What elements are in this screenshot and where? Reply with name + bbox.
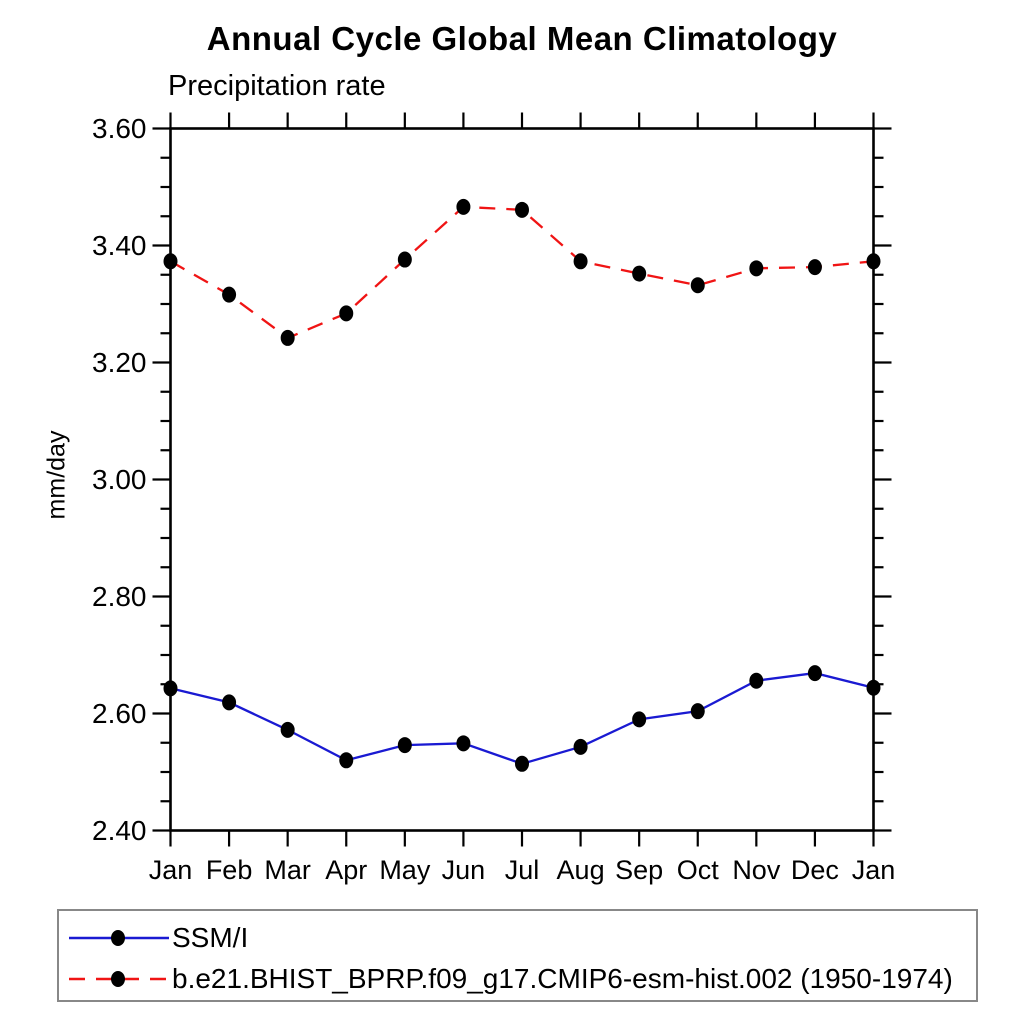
data-point-marker (515, 755, 529, 772)
series-line-0 (170, 671, 874, 766)
data-point-marker (456, 198, 471, 215)
x-tick-label: Apr (325, 855, 367, 885)
y-tick-label: 3.60 (92, 113, 147, 144)
data-point-marker (515, 201, 529, 218)
y-tick-label: 3.40 (92, 230, 147, 261)
series-line-1 (169, 205, 874, 340)
x-tick-label: Oct (677, 855, 720, 885)
data-point-marker (339, 752, 354, 769)
chart-title: Annual Cycle Global Mean Climatology (206, 20, 838, 57)
data-point-marker (866, 253, 881, 270)
y-tick-label: 2.60 (92, 698, 147, 729)
data-point-marker (163, 253, 178, 270)
x-tick-label: Aug (557, 855, 605, 885)
x-tick-label: Jul (505, 855, 540, 885)
y-tick-label: 3.20 (92, 347, 147, 378)
legend-line-sample-dashed (69, 971, 169, 987)
data-point-marker (573, 738, 588, 755)
x-tick-label: Nov (732, 855, 781, 885)
legend-line-sample-solid (69, 930, 169, 946)
legend-entry-ssmi: SSM/I (59, 922, 248, 954)
data-point-marker (749, 672, 764, 689)
x-tick-label: Jan (852, 855, 896, 885)
data-point-marker (573, 253, 588, 270)
data-point-marker (397, 737, 412, 754)
x-tick-label: May (379, 855, 431, 885)
x-tick-label: Mar (264, 855, 311, 885)
data-point-marker (280, 721, 295, 738)
x-tick-label: Dec (791, 855, 839, 885)
data-point-marker (456, 735, 471, 752)
y-tick-label: 2.80 (92, 581, 147, 612)
data-point-marker (866, 679, 881, 696)
data-point-marker (632, 265, 647, 282)
data-point-marker (807, 259, 822, 276)
chart-subtitle: Precipitation rate (168, 70, 386, 102)
y-tick-label: 2.40 (92, 815, 147, 846)
data-point-marker (397, 251, 412, 268)
legend-marker-dot-icon (111, 971, 125, 987)
data-point-marker (749, 260, 764, 277)
legend-label-model: b.e21.BHIST_BPRP.f09_g17.CMIP6-esm-hist.… (172, 963, 953, 994)
legend: SSM/I b.e21.BHIST_BPRP.f09_g17.CMIP6-esm… (57, 909, 978, 1002)
data-point-marker (163, 680, 178, 697)
legend-entry-model: b.e21.BHIST_BPRP.f09_g17.CMIP6-esm-hist.… (59, 963, 953, 995)
x-tick-label: Jun (442, 855, 486, 885)
legend-label-ssmi: SSM/I (172, 922, 249, 953)
x-tick-label: Sep (615, 855, 663, 885)
data-point-marker (339, 305, 354, 322)
data-point-marker (690, 703, 705, 720)
legend-marker-dot-icon (111, 930, 125, 946)
data-point-marker (690, 277, 705, 294)
x-tick-label: Feb (206, 855, 253, 885)
data-point-marker (807, 665, 822, 682)
y-tick-label: 3.00 (92, 464, 147, 495)
data-point-marker (222, 286, 237, 303)
data-point-marker (222, 694, 237, 711)
data-point-marker (632, 711, 647, 728)
data-point-marker (280, 329, 295, 346)
x-tick-label: Jan (149, 855, 193, 885)
